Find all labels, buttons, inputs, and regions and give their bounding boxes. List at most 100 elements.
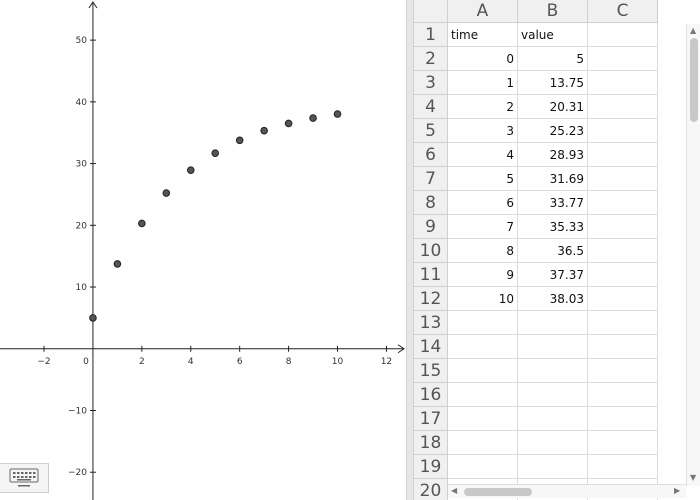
column-header-b[interactable]: B <box>518 0 588 23</box>
column-header-a[interactable]: A <box>448 0 518 23</box>
cell-c6[interactable] <box>588 143 658 167</box>
row-header-19[interactable]: 19 <box>414 455 448 479</box>
cell-b10[interactable]: 36.5 <box>518 239 588 263</box>
row-header-15[interactable]: 15 <box>414 359 448 383</box>
cell-b7[interactable]: 31.69 <box>518 167 588 191</box>
row-header-18[interactable]: 18 <box>414 431 448 455</box>
row-header-10[interactable]: 10 <box>414 239 448 263</box>
cell-a10[interactable]: 8 <box>448 239 518 263</box>
panel-divider[interactable] <box>406 0 414 500</box>
cell-c11[interactable] <box>588 263 658 287</box>
row-header-8[interactable]: 8 <box>414 191 448 215</box>
cell-b8[interactable]: 33.77 <box>518 191 588 215</box>
scroll-up-arrow-icon[interactable]: ▲ <box>690 26 697 35</box>
row-header-20[interactable]: 20 <box>414 479 448 500</box>
row-header-13[interactable]: 13 <box>414 311 448 335</box>
cell-b16[interactable] <box>518 383 588 407</box>
cell-a5[interactable]: 3 <box>448 119 518 143</box>
scroll-left-arrow-icon[interactable]: ◀ <box>451 486 458 495</box>
data-point[interactable] <box>138 219 146 228</box>
cell-a16[interactable] <box>448 383 518 407</box>
row-header-12[interactable]: 12 <box>414 287 448 311</box>
data-point[interactable] <box>333 110 342 118</box>
vertical-scroll-thumb[interactable] <box>690 38 698 122</box>
cell-b11[interactable]: 37.37 <box>518 263 588 287</box>
cell-a12[interactable]: 10 <box>448 287 518 311</box>
row-header-9[interactable]: 9 <box>414 215 448 239</box>
cell-c2[interactable] <box>588 47 658 71</box>
row-header-1[interactable]: 1 <box>414 23 448 47</box>
cell-c15[interactable] <box>588 359 658 383</box>
cell-b14[interactable] <box>518 335 588 359</box>
cell-c17[interactable] <box>588 407 658 431</box>
cell-b5[interactable]: 25.23 <box>518 119 588 143</box>
cell-c12[interactable] <box>588 287 658 311</box>
row-header-6[interactable]: 6 <box>414 143 448 167</box>
horizontal-scroll-thumb[interactable] <box>464 488 532 496</box>
row-header-3[interactable]: 3 <box>414 71 448 95</box>
cell-a13[interactable] <box>448 311 518 335</box>
cell-c14[interactable] <box>588 335 658 359</box>
row-header-4[interactable]: 4 <box>414 95 448 119</box>
scroll-right-arrow-icon[interactable]: ▶ <box>674 486 681 495</box>
data-point[interactable] <box>162 189 171 197</box>
data-point[interactable] <box>260 126 268 135</box>
cell-c8[interactable] <box>588 191 658 215</box>
cell-a1[interactable]: time <box>448 23 518 47</box>
cell-c18[interactable] <box>588 431 658 455</box>
cell-c9[interactable] <box>588 215 658 239</box>
cell-c3[interactable] <box>588 71 658 95</box>
cell-c1[interactable] <box>588 23 658 47</box>
cell-b18[interactable] <box>518 431 588 455</box>
cell-c4[interactable] <box>588 95 658 119</box>
cell-c10[interactable] <box>588 239 658 263</box>
cell-a9[interactable]: 7 <box>448 215 518 239</box>
row-header-16[interactable]: 16 <box>414 383 448 407</box>
data-point[interactable] <box>309 114 317 122</box>
cell-c16[interactable] <box>588 383 658 407</box>
row-header-11[interactable]: 11 <box>414 263 448 287</box>
cell-b1[interactable]: value <box>518 23 588 47</box>
vertical-scrollbar[interactable]: ▲ ▼ <box>686 24 700 486</box>
row-header-7[interactable]: 7 <box>414 167 448 191</box>
cell-b17[interactable] <box>518 407 588 431</box>
cell-a17[interactable] <box>448 407 518 431</box>
cell-a14[interactable] <box>448 335 518 359</box>
spreadsheet-corner[interactable] <box>414 0 448 23</box>
cell-c13[interactable] <box>588 311 658 335</box>
cell-b3[interactable]: 13.75 <box>518 71 588 95</box>
cell-c19[interactable] <box>588 455 658 479</box>
cell-b12[interactable]: 38.03 <box>518 287 588 311</box>
row-header-14[interactable]: 14 <box>414 335 448 359</box>
row-header-5[interactable]: 5 <box>414 119 448 143</box>
row-header-2[interactable]: 2 <box>414 47 448 71</box>
data-point[interactable] <box>211 149 220 157</box>
cell-b19[interactable] <box>518 455 588 479</box>
cell-b9[interactable]: 35.33 <box>518 215 588 239</box>
scroll-down-arrow-icon[interactable]: ▼ <box>690 473 697 482</box>
data-point[interactable] <box>235 136 244 145</box>
data-point[interactable] <box>113 260 122 268</box>
cell-b13[interactable] <box>518 311 588 335</box>
cell-a11[interactable]: 9 <box>448 263 518 287</box>
cell-c5[interactable] <box>588 119 658 143</box>
cell-a18[interactable] <box>448 431 518 455</box>
cell-a2[interactable]: 0 <box>448 47 518 71</box>
cell-b6[interactable]: 28.93 <box>518 143 588 167</box>
cell-a4[interactable]: 2 <box>448 95 518 119</box>
cell-a19[interactable] <box>448 455 518 479</box>
data-point[interactable] <box>89 314 97 322</box>
cell-a8[interactable]: 6 <box>448 191 518 215</box>
cell-b2[interactable]: 5 <box>518 47 588 71</box>
row-header-17[interactable]: 17 <box>414 407 448 431</box>
data-point[interactable] <box>186 166 195 174</box>
keyboard-button[interactable] <box>0 463 49 493</box>
cell-c7[interactable] <box>588 167 658 191</box>
horizontal-scrollbar[interactable]: ◀ ▶ <box>448 484 686 498</box>
cell-a7[interactable]: 5 <box>448 167 518 191</box>
graphics-view[interactable]: −2 0 2 4 6 8 10 12 50 40 30 20 10 −10 −20 <box>0 0 406 500</box>
column-header-c[interactable]: C <box>588 0 658 23</box>
data-point[interactable] <box>284 119 293 128</box>
